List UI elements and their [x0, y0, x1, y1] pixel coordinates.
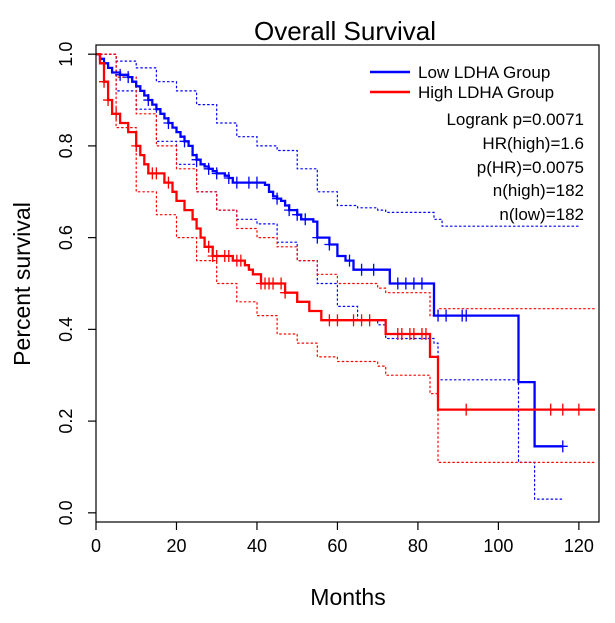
statistics-annotations: Logrank p=0.0071 HR(high)=1.6 p(HR)=0.00… — [446, 110, 584, 224]
censor-mark-high — [163, 176, 174, 189]
censor-mark-high — [332, 314, 343, 327]
annotation-n-low: n(low)=182 — [499, 205, 584, 224]
y-tick-label: 0.6 — [56, 225, 76, 250]
censor-mark-low — [312, 231, 323, 244]
censor-mark-high — [235, 254, 246, 267]
x-tick-label: 60 — [327, 536, 347, 556]
y-axis-label: Percent survival — [9, 202, 35, 366]
censor-mark-high — [203, 240, 214, 253]
censor-mark-low — [203, 162, 214, 175]
y-tick-label: 0.8 — [56, 133, 76, 158]
censor-mark-low — [416, 277, 427, 290]
censor-mark-low — [123, 71, 134, 84]
censor-mark-low — [292, 208, 303, 221]
censor-mark-high — [276, 277, 287, 290]
ci-upper-low — [95, 53, 580, 227]
censor-mark-high — [461, 403, 472, 416]
censor-mark-low — [223, 172, 234, 185]
legend: Low LDHA Group High LDHA Group — [370, 63, 554, 102]
x-tick-label: 0 — [91, 536, 101, 556]
y-tick-label: 1.0 — [56, 42, 76, 67]
censor-mark-high — [223, 249, 234, 262]
censor-mark-high — [131, 139, 142, 152]
ci-upper-high — [95, 53, 596, 317]
legend-label-high: High LDHA Group — [418, 83, 554, 102]
censor-mark-low — [191, 153, 202, 166]
x-tick-label: 120 — [564, 536, 594, 556]
legend-label-low: Low LDHA Group — [418, 63, 550, 82]
x-tick-label: 40 — [247, 536, 267, 556]
censor-marks — [99, 68, 584, 453]
censor-mark-low — [461, 309, 472, 322]
censor-mark-high — [557, 403, 568, 416]
censor-mark-low — [163, 116, 174, 129]
censor-mark-low — [115, 68, 126, 81]
x-tick-label: 100 — [483, 536, 513, 556]
censor-mark-high — [99, 75, 110, 88]
censor-mark-high — [573, 403, 584, 416]
censor-mark-high — [364, 314, 375, 327]
censor-mark-high — [111, 107, 122, 120]
x-axis: 0 20 40 60 80 100 120 — [91, 522, 594, 556]
censor-mark-low — [344, 254, 355, 267]
ci-lower-high — [95, 53, 596, 463]
ci-lower-low — [95, 53, 564, 500]
y-axis: 0.0 0.2 0.4 0.6 0.8 1.0 — [56, 42, 96, 525]
censor-mark-high — [103, 94, 114, 107]
annotation-p-hr: p(HR)=0.0075 — [477, 158, 584, 177]
censor-mark-high — [280, 286, 291, 299]
x-tick-label: 20 — [166, 536, 186, 556]
plot-frame — [95, 44, 600, 523]
y-tick-label: 0.0 — [56, 500, 76, 525]
censor-mark-low — [356, 263, 367, 276]
censor-mark-high — [420, 327, 431, 340]
censor-mark-low — [211, 167, 222, 180]
censor-mark-low — [368, 263, 379, 276]
x-axis-label: Months — [310, 584, 385, 610]
censor-mark-low — [143, 94, 154, 107]
chart-title: Overall Survival — [254, 16, 436, 46]
censor-mark-low — [272, 192, 283, 205]
censor-mark-low — [179, 135, 190, 148]
censor-mark-low — [324, 238, 335, 251]
y-tick-label: 0.2 — [56, 409, 76, 434]
confidence-bands — [95, 53, 596, 500]
censor-mark-low — [557, 440, 568, 453]
censor-mark-high — [545, 403, 556, 416]
censor-mark-low — [300, 213, 311, 226]
annotation-logrank: Logrank p=0.0071 — [446, 110, 584, 129]
y-tick-label: 0.4 — [56, 317, 76, 342]
annotation-hr: HR(high)=1.6 — [482, 134, 584, 153]
x-tick-label: 80 — [408, 536, 428, 556]
survival-curve-high — [96, 53, 595, 411]
censor-mark-low — [441, 309, 452, 322]
censor-mark-low — [231, 176, 242, 189]
annotation-n-high: n(high)=182 — [493, 181, 584, 200]
censor-mark-low — [284, 204, 295, 217]
censor-mark-high — [151, 167, 162, 180]
censor-mark-low — [251, 176, 262, 189]
